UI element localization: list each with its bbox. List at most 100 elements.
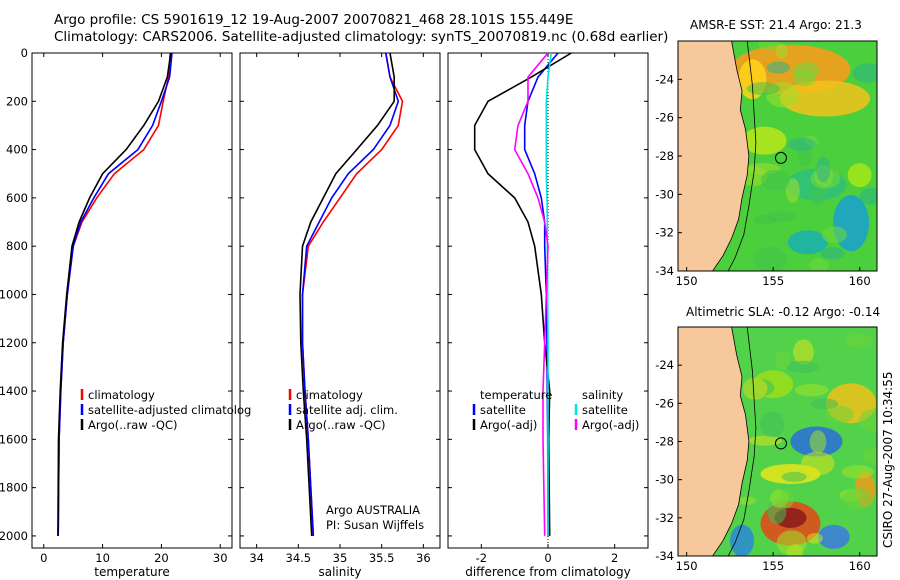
y-tick-label: 1000 xyxy=(0,287,28,301)
sst-map: 150 155 160 -24 -26 -28 -30 -32 -34 xyxy=(655,40,878,288)
y-tick-label: 1200 xyxy=(0,336,28,350)
field-speckle xyxy=(859,409,877,432)
x-tick-label: 10 xyxy=(95,551,110,565)
x-tick-label: 35.5 xyxy=(369,551,395,565)
x-axis-label: difference from climatology xyxy=(465,565,631,579)
y-tick-label: -24 xyxy=(655,72,674,86)
field-speckle xyxy=(861,448,877,465)
field-speckle xyxy=(793,62,820,79)
land-mass xyxy=(678,41,750,271)
field-speckle xyxy=(852,63,877,83)
x-axis-label: temperature xyxy=(94,565,169,579)
legend-label: Argo(-adj) xyxy=(480,418,537,432)
legend-heading: salinity xyxy=(582,388,623,402)
x-tick-label: 160 xyxy=(849,559,871,573)
legend-label: Argo(-adj) xyxy=(582,418,639,432)
field-speckle xyxy=(845,333,873,348)
field-speckle xyxy=(824,405,855,424)
field-speckle xyxy=(859,187,877,205)
field-speckle xyxy=(806,533,823,544)
field-speckle xyxy=(760,411,785,438)
x-tick-label: 34 xyxy=(249,551,264,565)
series-line-1 xyxy=(301,52,404,536)
field-speckle xyxy=(816,156,831,183)
annotation-line1: Argo AUSTRALIA xyxy=(326,503,420,517)
series-line-2 xyxy=(301,52,400,536)
figure-title-line1: Argo profile: CS 5901619_12 19-Aug-2007 … xyxy=(54,12,574,28)
field-speckle xyxy=(809,258,830,271)
legend-label: satellite xyxy=(582,403,628,417)
x-tick-label: 36 xyxy=(416,551,431,565)
field-speckle xyxy=(787,137,816,151)
field-patch-2 xyxy=(780,80,871,117)
field-speckle xyxy=(781,471,807,482)
y-tick-label: 2000 xyxy=(0,529,28,543)
x-tick-label: 20 xyxy=(154,551,169,565)
field-speckle xyxy=(810,184,827,206)
x-tick-label: 155 xyxy=(762,274,784,288)
map-field xyxy=(678,41,877,271)
axes-frame xyxy=(31,52,233,549)
y-tick-label: 1800 xyxy=(0,481,28,495)
series-line-3 xyxy=(57,52,172,536)
y-tick-label: -34 xyxy=(655,549,674,563)
figure-title-line2: Climatology: CARS2006. Satellite-adjuste… xyxy=(54,29,669,45)
x-tick-label: 155 xyxy=(762,559,784,573)
y-tick-label: -32 xyxy=(655,511,674,525)
field-speckle xyxy=(800,451,835,476)
field-speckle xyxy=(775,43,788,59)
x-axis-label: salinity xyxy=(318,565,361,579)
series-line-4 xyxy=(513,52,549,536)
profile-panel-1: 0 10 20 30 0 200 400 600 800 1000 1200 1400 1600 1800… xyxy=(0,46,251,579)
series-line-3 xyxy=(299,52,396,536)
series-line-3 xyxy=(545,52,553,536)
field-speckle xyxy=(760,169,790,192)
land-mass xyxy=(678,327,750,556)
legend-heading: temperature xyxy=(480,388,552,402)
legend-label: satellite-adjusted climatolog xyxy=(88,403,251,417)
field-speckle xyxy=(779,488,795,509)
field-speckle xyxy=(793,339,814,365)
field-patch-4 xyxy=(730,524,755,556)
legend-label: climatology xyxy=(88,388,155,402)
map-field xyxy=(678,327,877,556)
x-tick-label: -2 xyxy=(476,551,487,565)
field-speckle xyxy=(786,360,820,374)
y-tick-label: 1600 xyxy=(0,432,28,446)
y-tick-label: -30 xyxy=(655,187,674,201)
field-speckle xyxy=(794,383,829,397)
y-tick-label: -30 xyxy=(655,473,674,487)
y-tick-label: -26 xyxy=(655,396,674,410)
legend-label: Argo(..raw -QC) xyxy=(296,418,386,432)
field-patch-4 xyxy=(742,126,787,155)
field-patch-6 xyxy=(833,195,870,252)
x-tick-label: 30 xyxy=(213,551,228,565)
y-tick-label: 400 xyxy=(6,143,28,157)
sla-map-title: Altimetric SLA: -0.12 Argo: -0.14 xyxy=(686,305,881,319)
legend-label: Argo(..raw -QC) xyxy=(88,418,178,432)
y-tick-label: -34 xyxy=(655,264,674,278)
field-speckle xyxy=(752,246,788,271)
float-position-marker xyxy=(774,151,787,164)
sla-map: 150 155 160 -24 -26 -28 -30 -32 -34 xyxy=(655,326,878,573)
y-tick-label: 600 xyxy=(6,191,28,205)
legend-label: satellite adj. clim. xyxy=(296,403,398,417)
x-tick-label: 34.5 xyxy=(286,551,312,565)
series-line-2 xyxy=(57,52,173,536)
field-speckle xyxy=(841,465,874,479)
y-tick-label: -28 xyxy=(655,435,674,449)
legend-label: satellite xyxy=(480,403,526,417)
sst-map-title: AMSR-E SST: 21.4 Argo: 21.3 xyxy=(690,18,862,32)
series-line-2 xyxy=(473,52,572,536)
legend-label: climatology xyxy=(296,388,363,402)
isobath-line xyxy=(727,41,757,271)
y-tick-label: -26 xyxy=(655,111,674,125)
x-tick-label: 150 xyxy=(676,274,698,288)
y-tick-label: 200 xyxy=(6,94,28,108)
profile-panel-2: 34 34.5 35 35.5 36 salinity climatologysatelli… xyxy=(239,52,441,579)
field-speckle xyxy=(748,435,782,446)
field-speckle xyxy=(810,398,839,410)
x-tick-label: 2 xyxy=(611,551,618,565)
